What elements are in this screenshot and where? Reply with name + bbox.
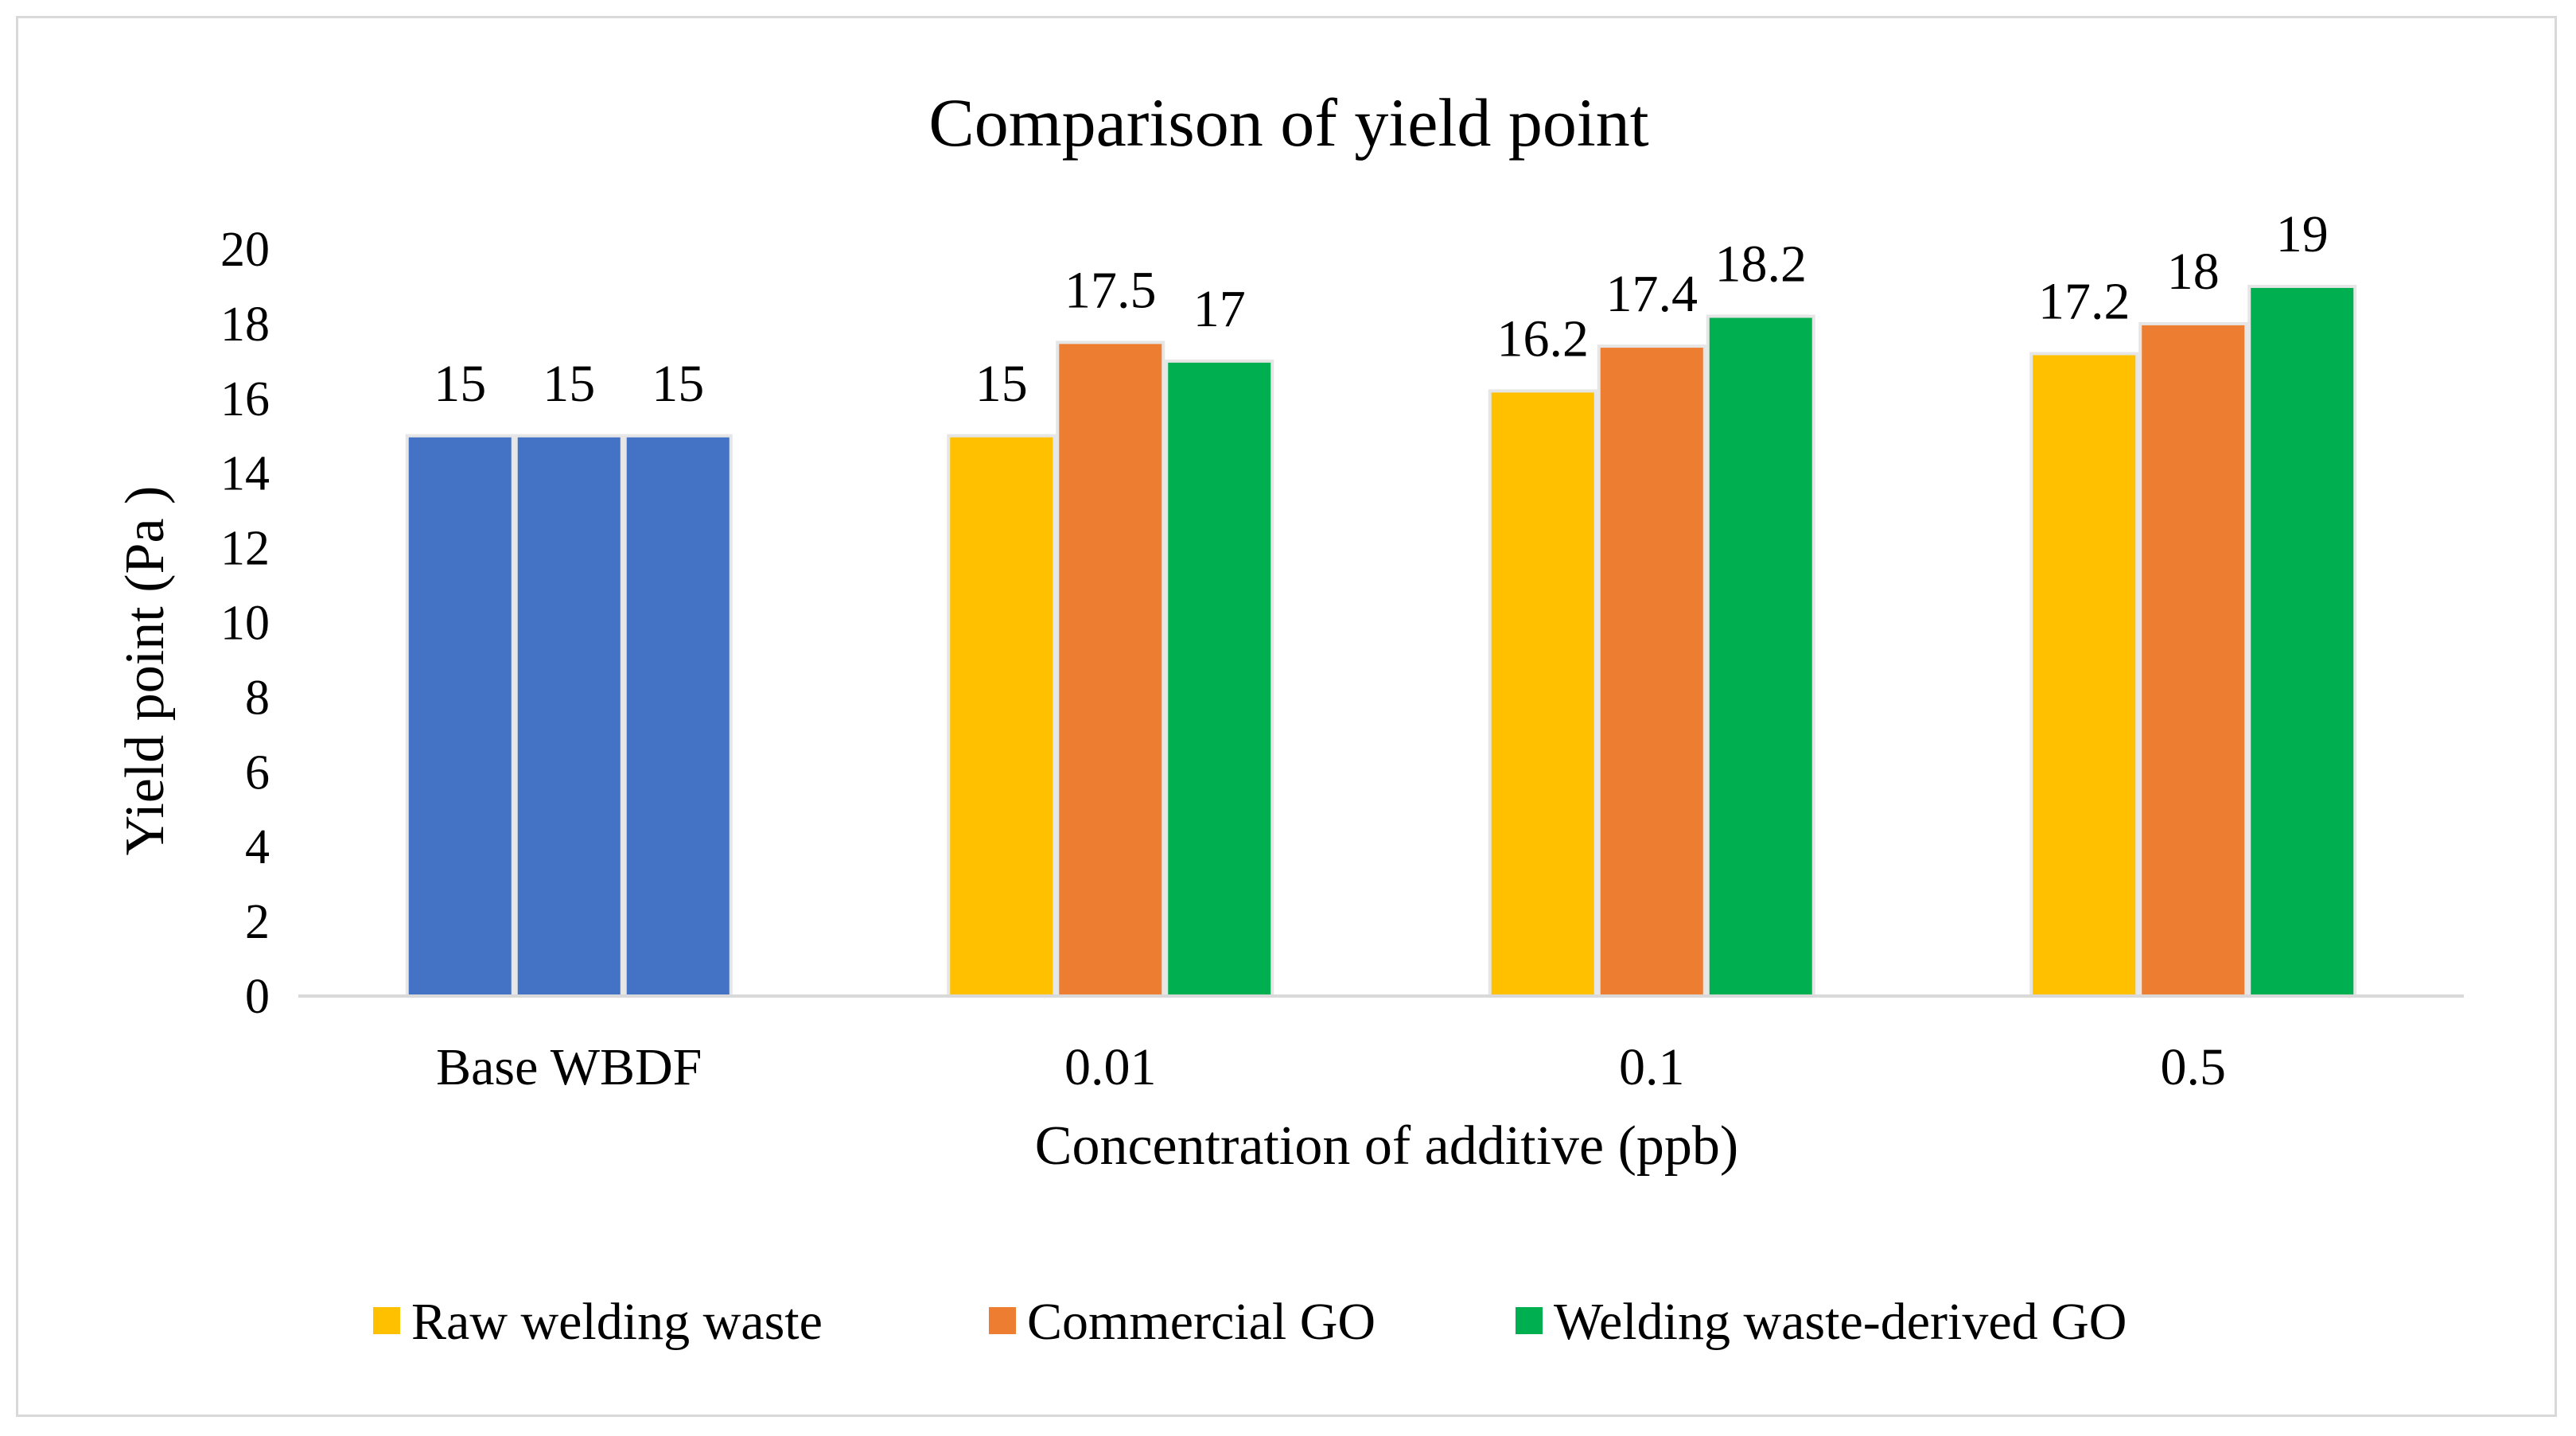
bar — [1597, 344, 1706, 998]
y-tick-label: 16 — [220, 372, 270, 426]
bar — [2138, 321, 2248, 998]
y-tick-label: 6 — [245, 745, 270, 800]
legend-entry: Raw welding waste — [411, 1293, 823, 1351]
bar — [514, 434, 624, 998]
bar — [405, 434, 515, 998]
x-category-label: 0.01 — [1064, 1038, 1157, 1096]
chart-frame: Comparison of yield point Yield point (P… — [16, 16, 2557, 1417]
y-tick-label: 8 — [245, 671, 270, 725]
legend-entry: Welding waste-derived GO — [1554, 1293, 2127, 1351]
bar — [2029, 352, 2139, 998]
chart-title: Comparison of yield point — [928, 84, 1648, 161]
x-axis-categories: Base WBDF 0.01 0.1 0.5 — [436, 1038, 2226, 1096]
y-axis-ticks: 0 2 4 6 8 10 12 14 16 18 20 — [220, 223, 270, 1024]
bar — [1488, 389, 1597, 998]
data-label: 19 — [2276, 205, 2329, 263]
legend: Raw welding waste Commercial GO Welding wa… — [373, 1293, 2127, 1351]
data-label: 18.2 — [1715, 235, 1807, 294]
data-label: 17.2 — [2038, 272, 2130, 330]
y-tick-label: 12 — [220, 522, 270, 576]
y-tick-label: 20 — [220, 223, 270, 277]
y-tick-label: 4 — [245, 820, 270, 874]
data-label: 15 — [434, 355, 486, 413]
data-label: 17 — [1193, 280, 1246, 338]
x-category-label: 0.1 — [1619, 1038, 1685, 1096]
bar — [2247, 284, 2357, 998]
data-label: 15 — [652, 355, 704, 413]
y-axis-title: Yield point (Pa ) — [115, 486, 176, 856]
legend-swatch — [989, 1307, 1016, 1334]
y-tick-label: 0 — [245, 970, 270, 1024]
bar — [1706, 314, 1815, 998]
bar-chart: Comparison of yield point Yield point (P… — [115, 84, 2464, 1351]
bar — [623, 434, 733, 998]
legend-entry: Commercial GO — [1027, 1293, 1376, 1351]
x-category-label: Base WBDF — [436, 1038, 702, 1096]
y-tick-label: 14 — [220, 447, 270, 501]
data-label: 17.5 — [1064, 261, 1157, 319]
x-category-label: 0.5 — [2161, 1038, 2227, 1096]
legend-swatch — [373, 1307, 400, 1334]
bar — [947, 434, 1056, 998]
bar — [1165, 359, 1274, 998]
bar — [1056, 341, 1165, 998]
bars — [405, 284, 2357, 998]
legend-swatch — [1516, 1307, 1543, 1334]
data-label: 17.4 — [1606, 265, 1699, 323]
y-tick-label: 18 — [220, 298, 270, 352]
y-tick-label: 2 — [245, 895, 270, 949]
data-label: 16.2 — [1497, 309, 1590, 368]
data-labels: 15 15 15 15 17.5 17 16.2 17.4 18.2 17.2 18 19 — [434, 205, 2329, 413]
x-axis-title: Concentration of additive (ppb) — [1035, 1115, 1738, 1177]
data-label: 15 — [543, 355, 595, 413]
y-tick-label: 10 — [220, 597, 270, 651]
data-label: 18 — [2167, 243, 2220, 301]
data-label: 15 — [975, 355, 1028, 413]
